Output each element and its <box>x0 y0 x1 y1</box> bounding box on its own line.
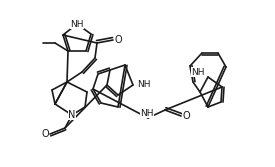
Text: N: N <box>68 110 76 120</box>
Text: NH: NH <box>137 79 150 89</box>
Text: NH: NH <box>70 20 84 29</box>
Text: O: O <box>41 129 49 139</box>
Text: NH: NH <box>140 109 154 118</box>
Text: O: O <box>182 111 190 121</box>
Text: NH: NH <box>191 67 205 76</box>
Text: O: O <box>114 35 122 45</box>
